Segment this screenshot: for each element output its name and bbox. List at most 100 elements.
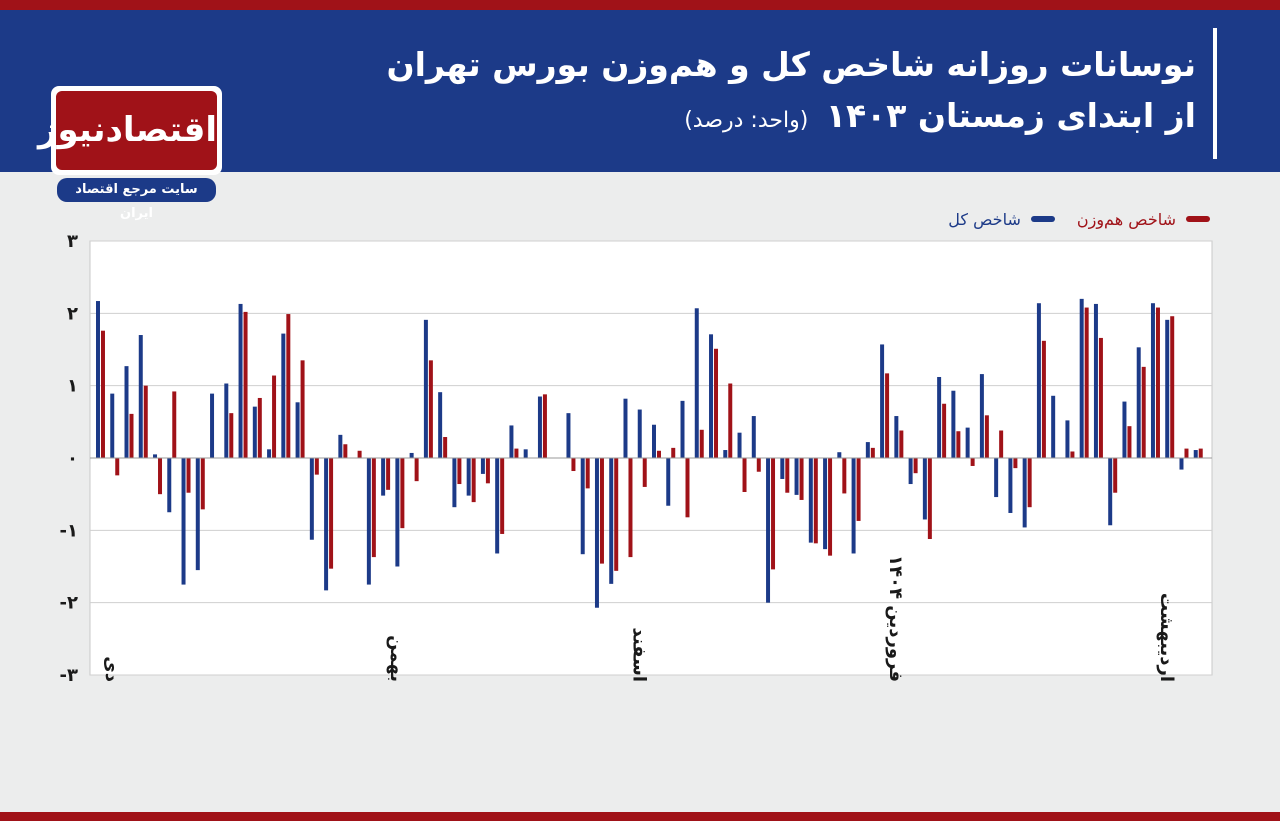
bar-total-index	[1036, 303, 1041, 458]
bar-total-index	[709, 334, 714, 458]
bar-total-index	[894, 416, 899, 458]
bottom-accent-bar	[0, 812, 1280, 821]
bar-total-index	[523, 449, 528, 458]
bar-equal-weight	[115, 458, 120, 476]
bar-total-index	[281, 333, 286, 458]
bar-equal-weight	[1070, 451, 1075, 458]
bar-equal-weight	[942, 403, 947, 458]
bar-total-index	[124, 366, 129, 458]
bar-equal-weight	[272, 375, 277, 458]
bar-total-index	[1008, 458, 1013, 513]
bar-equal-weight	[129, 413, 134, 458]
bar-total-index	[1193, 450, 1198, 458]
bar-total-index	[680, 400, 685, 458]
gridlines	[90, 240, 1212, 676]
bar-total-index	[1179, 458, 1184, 470]
bar-total-index	[309, 458, 314, 540]
bar-total-index	[908, 458, 913, 485]
bar-total-index	[537, 396, 542, 458]
bar-total-index	[1165, 319, 1170, 458]
bar-equal-weight	[158, 458, 163, 495]
bar-total-index	[409, 452, 414, 458]
bar-total-index	[694, 308, 699, 458]
bar-total-index	[167, 458, 172, 513]
bar-equal-weight	[1041, 340, 1046, 458]
bar-total-index	[480, 458, 485, 474]
bar-equal-weight	[143, 385, 148, 458]
bar-equal-weight	[927, 458, 932, 540]
x-month-label: بهمن	[386, 635, 407, 682]
bar-equal-weight	[799, 458, 804, 500]
bar-equal-weight	[485, 458, 490, 484]
bar-total-index	[737, 432, 742, 458]
bar-equal-weight	[229, 413, 234, 458]
bar-total-index	[1051, 395, 1056, 458]
bar-total-index	[381, 458, 386, 496]
bar-equal-weight	[913, 458, 918, 474]
bar-total-index	[238, 303, 243, 458]
bar-equal-weight	[656, 450, 661, 458]
bar-equal-weight	[386, 458, 391, 490]
bar-equal-weight	[585, 458, 590, 489]
bar-equal-weight	[828, 458, 833, 556]
bar-total-index	[922, 458, 927, 520]
bar-total-index	[1022, 458, 1027, 528]
subtitle-text: از ابتدای زمستان ۱۴۰۳	[825, 96, 1196, 135]
bar-equal-weight	[400, 458, 405, 529]
bar-total-index	[1122, 401, 1127, 458]
bar-equal-weight	[642, 458, 647, 487]
bar-equal-weight	[742, 458, 747, 492]
legend-item-equal-weight: شاخص هم‌وزن	[1077, 210, 1210, 229]
bar-equal-weight	[984, 415, 989, 458]
bar-equal-weight	[785, 458, 790, 493]
bar-total-index	[1093, 303, 1098, 458]
bar-total-index	[96, 301, 100, 458]
bar-total-index	[951, 390, 956, 458]
bar-total-index	[252, 406, 257, 458]
bar-equal-weight	[870, 447, 875, 458]
bar-equal-weight	[1155, 307, 1160, 458]
y-tick-label: -۳	[60, 665, 78, 686]
bar-equal-weight	[329, 458, 334, 569]
bar-equal-weight	[257, 397, 262, 458]
bar-equal-weight	[856, 458, 861, 521]
bar-total-index	[937, 376, 942, 458]
bar-equal-weight	[514, 448, 519, 458]
bar-total-index	[452, 458, 457, 508]
bar-equal-weight	[542, 394, 547, 458]
unit-label: (واحد: درصد)	[684, 108, 809, 133]
bar-equal-weight	[172, 391, 177, 458]
bar-equal-weight	[899, 430, 904, 458]
bar-total-index	[210, 393, 215, 458]
bar-total-index	[138, 335, 143, 458]
bar-total-index	[794, 458, 799, 495]
bar-total-index	[751, 416, 756, 458]
bar-equal-weight	[842, 458, 847, 494]
bar-equal-weight	[414, 458, 419, 482]
chart-subtitle: از ابتدای زمستان ۱۴۰۳ (واحد: درصد)	[296, 90, 1196, 147]
y-tick-label: ۰	[67, 448, 78, 469]
x-month-label: اسفند	[629, 627, 650, 682]
title-divider	[1213, 28, 1217, 159]
bar-equal-weight	[457, 458, 462, 485]
bar-total-index	[851, 458, 856, 554]
bar-equal-weight	[956, 431, 961, 458]
bar-total-index	[224, 383, 229, 458]
logo-wordmark: اقتصادنیوز	[38, 91, 217, 170]
bar-total-index	[395, 458, 400, 567]
bar-equal-weight	[1127, 426, 1132, 458]
bar-equal-weight	[813, 458, 818, 544]
bar-total-index	[666, 458, 671, 506]
bar-equal-weight	[714, 348, 719, 458]
bar-equal-weight	[771, 458, 776, 570]
bar-equal-weight	[1198, 448, 1203, 458]
bar-total-index	[766, 458, 771, 603]
bar-total-index	[637, 409, 642, 458]
bar-equal-weight	[999, 430, 1004, 458]
bar-equal-weight	[100, 330, 105, 458]
bar-equal-weight	[243, 311, 248, 458]
bar-total-index	[780, 458, 785, 479]
legend-label-equal-weight: شاخص هم‌وزن	[1076, 209, 1176, 229]
bar-equal-weight	[500, 458, 505, 534]
